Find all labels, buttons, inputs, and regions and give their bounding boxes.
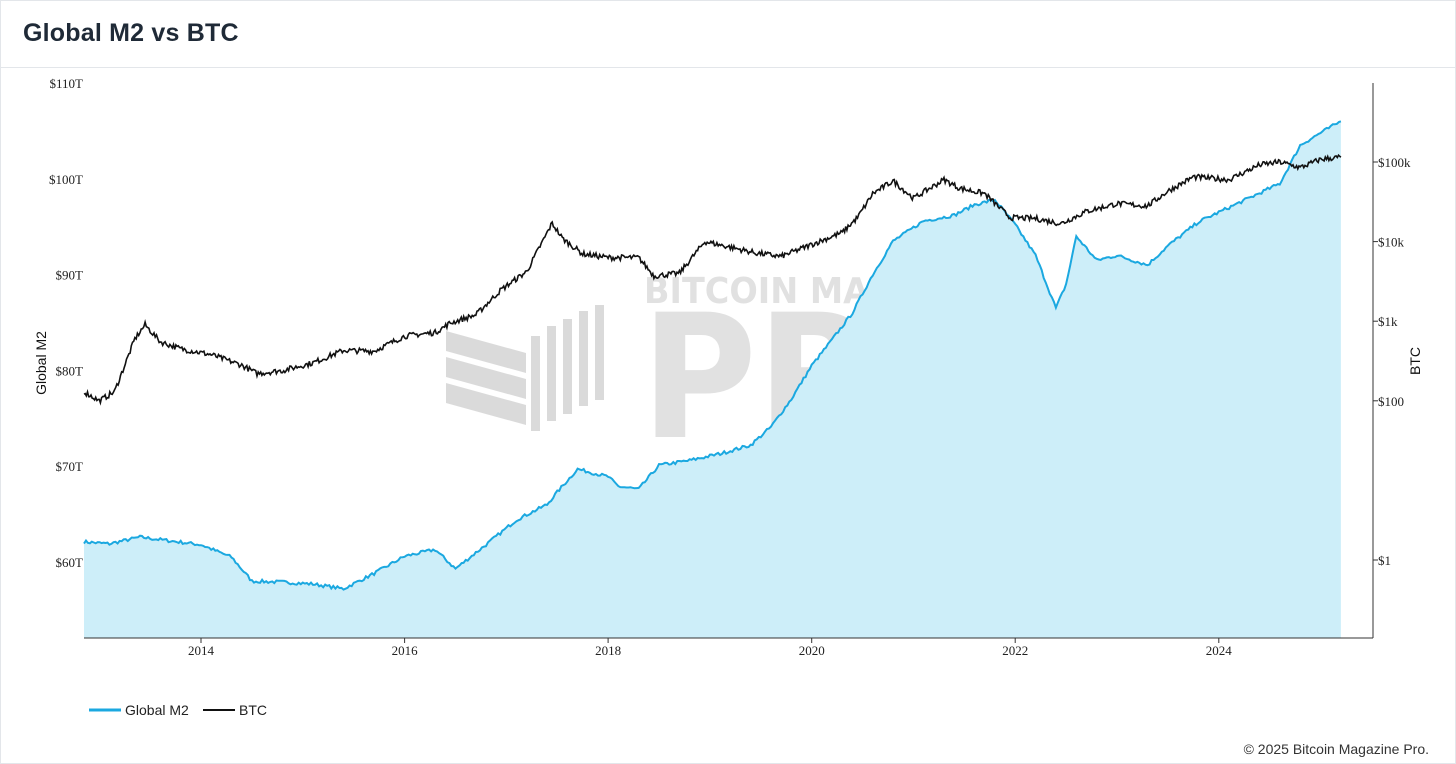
watermark-logo-icon xyxy=(446,305,604,431)
copyright-text: © 2025 Bitcoin Magazine Pro. xyxy=(1243,741,1429,757)
left-axis-tick-label: $100T xyxy=(49,172,83,187)
left-axis-tick-label: $80T xyxy=(56,363,84,378)
left-axis-title: Global M2 xyxy=(33,331,49,395)
left-axis-tick-label: $60T xyxy=(56,555,84,570)
x-axis-tick-label: 2020 xyxy=(799,643,825,658)
left-axis: $110T $100T $90T $80T $70T $60T xyxy=(49,76,83,570)
right-axis-tick-label: $1k xyxy=(1378,314,1398,329)
x-axis-tick-label: 2016 xyxy=(392,643,419,658)
x-axis: 2014 2016 2018 2020 2022 2024 xyxy=(188,638,1232,658)
global-m2-line xyxy=(83,120,1342,591)
right-axis-tick-label: $100k xyxy=(1378,155,1411,170)
legend-item-btc[interactable]: BTC xyxy=(203,702,267,718)
x-axis-tick-label: 2024 xyxy=(1206,643,1233,658)
right-axis-title: BTC xyxy=(1407,347,1423,375)
x-axis-tick-label: 2022 xyxy=(1002,643,1028,658)
left-axis-tick-label: $90T xyxy=(56,268,84,283)
right-axis: $100k $10k $1k $100 $1 xyxy=(1373,155,1411,568)
right-axis-tick-label: $100 xyxy=(1378,394,1404,409)
plot-area xyxy=(83,120,1342,639)
btc-line xyxy=(83,153,1342,406)
left-axis-tick-label: $110T xyxy=(50,76,84,91)
left-axis-tick-label: $70T xyxy=(56,459,84,474)
legend-item-global-m2[interactable]: Global M2 xyxy=(89,702,189,718)
global-m2-area xyxy=(84,121,1341,639)
legend: Global M2 BTC xyxy=(89,702,267,718)
right-axis-tick-label: $10k xyxy=(1378,235,1405,250)
x-axis-tick-label: 2018 xyxy=(595,643,621,658)
legend-label-btc: BTC xyxy=(239,702,267,718)
legend-label-global-m2: Global M2 xyxy=(125,702,189,718)
x-axis-tick-label: 2014 xyxy=(188,643,215,658)
header-bar: Global M2 vs BTC xyxy=(1,1,1455,68)
page-title: Global M2 vs BTC xyxy=(23,19,239,47)
right-axis-tick-label: $1 xyxy=(1378,553,1391,568)
